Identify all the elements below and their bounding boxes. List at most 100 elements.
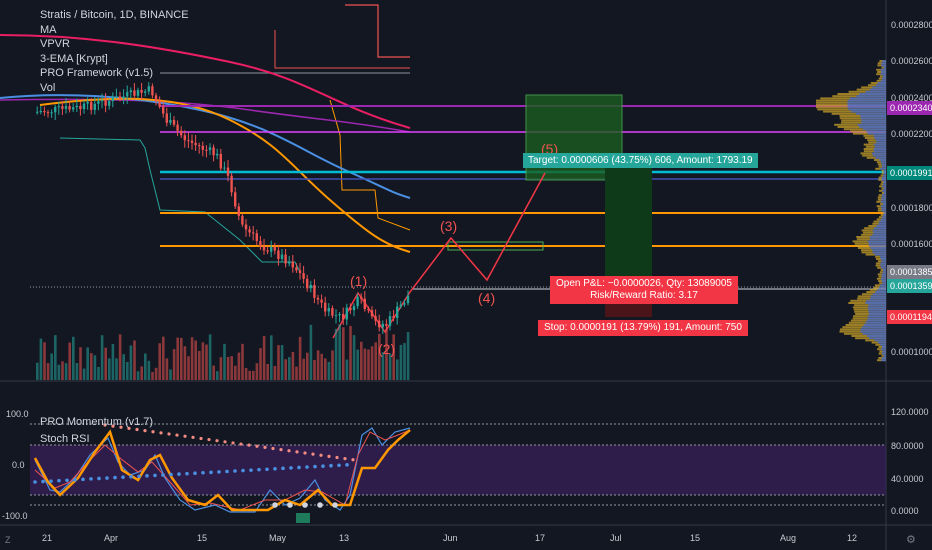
- volume-bar: [270, 335, 273, 380]
- momentum-dot-blue: [321, 464, 325, 468]
- volume-bar: [252, 370, 255, 380]
- volume-bar: [39, 338, 43, 380]
- volume-profile-bar-up: [874, 145, 886, 148]
- volume-profile-bar-up: [872, 293, 886, 296]
- candle-body: [334, 315, 338, 317]
- momentum-signal-dot: [332, 502, 338, 508]
- candle-body: [291, 261, 294, 268]
- volume-bar: [266, 364, 269, 380]
- volume-bar: [324, 358, 327, 380]
- volume-profile-bar-up: [856, 112, 886, 115]
- volume-profile-bar-up: [868, 310, 886, 313]
- position-stop-label[interactable]: Stop: 0.0000191 (13.79%) 191, Amount: 75…: [538, 320, 748, 336]
- legend-vpvr[interactable]: VPVR: [40, 38, 70, 51]
- volume-bar: [190, 337, 194, 380]
- volume-bar: [108, 358, 111, 380]
- legend-ma[interactable]: MA: [40, 23, 57, 36]
- volume-bar: [75, 363, 79, 380]
- momentum-dot-red: [335, 455, 339, 460]
- momentum-dot-red: [103, 423, 107, 427]
- volume-profile-bar-up: [860, 117, 886, 120]
- volume-profile: [816, 60, 886, 362]
- volume-profile-bar-up: [868, 304, 886, 307]
- volume-profile-bar-up: [873, 143, 886, 146]
- momentum-dot-blue: [137, 474, 141, 479]
- volume-profile-bar-up: [881, 359, 886, 362]
- candle-body: [180, 130, 183, 136]
- momentum-dot-red: [255, 444, 259, 448]
- volume-bar: [126, 361, 129, 380]
- candle-body: [219, 153, 222, 169]
- momentum-dot-red: [127, 426, 131, 430]
- volume-profile-bar-up: [882, 60, 886, 62]
- volume-bar: [302, 358, 305, 380]
- momentum-dot-blue: [265, 467, 269, 472]
- volume-bar: [273, 365, 277, 380]
- position-pnl-label[interactable]: Open P&L: −0.0000026, Qty: 13089005 Risk…: [550, 276, 738, 304]
- volume-bar: [241, 343, 244, 380]
- volume-profile-bar-up: [849, 97, 886, 100]
- legend-pro-framework[interactable]: PRO Framework (v1.5): [40, 67, 154, 80]
- candle-body: [64, 106, 68, 109]
- volume-profile-bar-up: [874, 137, 886, 139]
- volume-bar: [194, 340, 197, 380]
- legend-stoch-rsi[interactable]: Stoch RSI: [40, 433, 90, 445]
- volume-bar: [327, 361, 331, 380]
- candle-body: [295, 267, 298, 271]
- volume-profile-bar-up: [859, 93, 886, 95]
- momentum-dot-blue: [209, 470, 213, 475]
- momentum-dot-red: [159, 431, 163, 435]
- volume-bar: [255, 363, 259, 380]
- candle-body: [162, 106, 165, 114]
- candle-body: [237, 206, 240, 216]
- volume-profile-bar-up: [874, 339, 886, 342]
- volume-bar: [226, 356, 230, 380]
- candle-body: [36, 111, 39, 113]
- legend-3ema[interactable]: 3-EMA [Krypt]: [40, 52, 108, 65]
- legend-vol[interactable]: Vol: [40, 81, 56, 94]
- legend-pro-momentum[interactable]: PRO Momentum (v1.7): [40, 416, 154, 428]
- candle-body: [72, 107, 75, 110]
- candle-body: [111, 96, 114, 102]
- volume-profile-bar-up: [870, 297, 886, 300]
- symbol-title[interactable]: Stratis / Bitcoin, 1D, BINANCE: [40, 9, 189, 21]
- settings-gear-icon[interactable]: ⚙: [906, 534, 916, 546]
- volume-profile-bar-up: [866, 130, 886, 133]
- momentum-dot-red: [183, 434, 187, 438]
- volume-profile-bar-up: [883, 170, 886, 172]
- momentum-left-label: 100.0: [6, 409, 29, 419]
- log-scale-button[interactable]: Z: [5, 535, 11, 545]
- volume-bar: [259, 348, 262, 380]
- momentum-dot-blue: [313, 464, 317, 469]
- volume-profile-bar-up: [882, 282, 886, 285]
- candle-body: [169, 119, 172, 123]
- volume-profile-bar-up: [873, 134, 886, 137]
- momentum-dot-blue: [345, 463, 349, 467]
- volume-bar: [316, 350, 320, 380]
- momentum-signal-green: [296, 513, 310, 523]
- volume-bar: [374, 342, 377, 380]
- momentum-dot-blue: [33, 480, 37, 484]
- volume-profile-bar-up: [847, 106, 886, 109]
- momentum-dot-red: [311, 452, 315, 456]
- volume-profile-bar-up: [881, 348, 886, 351]
- volume-profile-bar-up: [873, 148, 886, 150]
- momentum-dot-blue: [297, 465, 301, 470]
- volume-profile-bar-up: [879, 286, 886, 289]
- candle-body: [158, 100, 161, 107]
- volume-profile-bar-up: [881, 275, 886, 278]
- momentum-dot-red: [119, 425, 123, 429]
- time-axis-label: 13: [339, 533, 350, 543]
- volume-profile-bar-up: [876, 84, 886, 87]
- momentum-dot-blue: [217, 470, 221, 474]
- wave-label-2: (2): [378, 341, 396, 357]
- volume-profile-bar-up: [869, 88, 886, 91]
- candle-body: [360, 296, 363, 299]
- volume-profile-bar-up: [881, 280, 886, 282]
- position-target-label[interactable]: Target: 0.0000606 (43.75%) 606, Amount: …: [523, 153, 758, 168]
- candle-body: [266, 250, 269, 252]
- momentum-dot-red: [351, 458, 355, 462]
- candle-body: [82, 103, 86, 110]
- candle-body: [288, 261, 291, 264]
- volume-profile-bar-up: [882, 185, 886, 188]
